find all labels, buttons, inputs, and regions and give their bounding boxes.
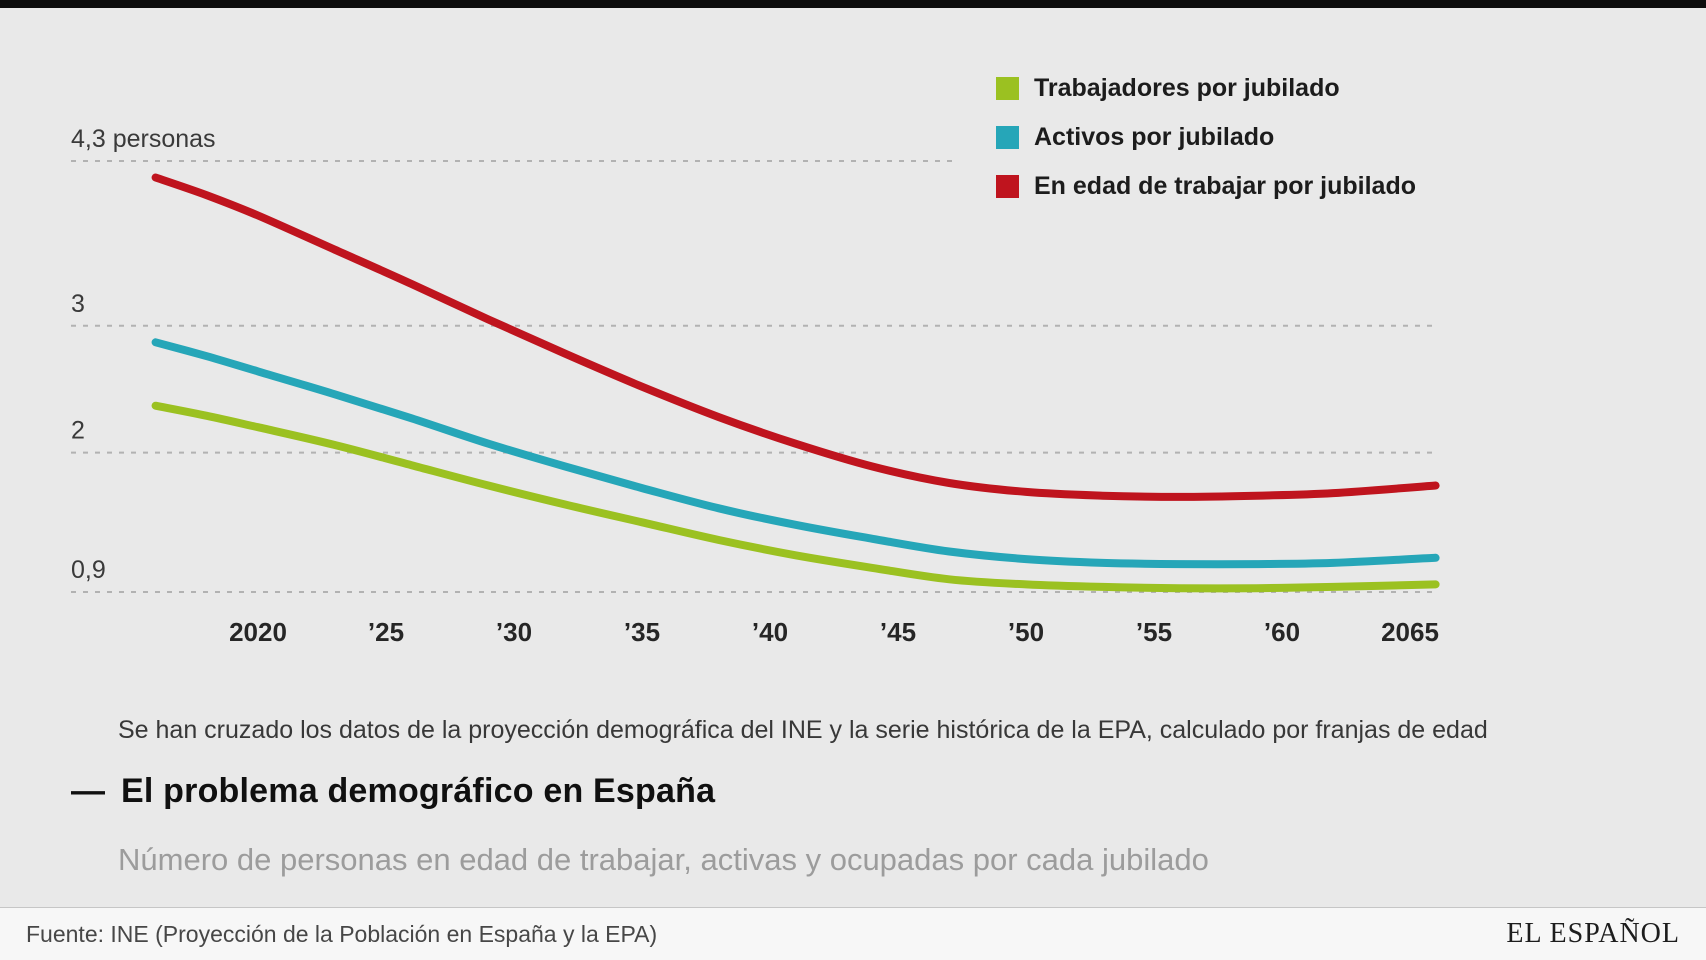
- y-axis-label: 4,3 personas: [71, 125, 216, 153]
- x-axis-label: 2065: [1381, 617, 1439, 647]
- x-axis-label: ’45: [880, 617, 916, 647]
- legend-label: Activos por jubilado: [1034, 123, 1275, 151]
- footer-bar: Fuente: INE (Proyección de la Población …: [0, 907, 1706, 960]
- y-axis-label: 0,9: [71, 556, 106, 584]
- brand-logo: EL ESPAÑOL: [1506, 918, 1680, 949]
- chart-legend: Trabajadores por jubilado Activos por jub…: [996, 76, 1416, 223]
- top-accent-bar: [0, 0, 1706, 8]
- legend-swatch-red: [996, 175, 1019, 198]
- legend-item: Trabajadores por jubilado: [996, 76, 1416, 101]
- x-axis-label: ’50: [1008, 617, 1044, 647]
- x-axis-label: ’30: [496, 617, 532, 647]
- legend-item: Activos por jubilado: [996, 125, 1416, 150]
- legend-swatch-teal: [996, 126, 1019, 149]
- legend-swatch-green: [996, 77, 1019, 100]
- title-dash: —: [71, 772, 105, 810]
- chart-note: Se han cruzado los datos de la proyecció…: [118, 716, 1488, 744]
- x-axis-label: ’35: [624, 617, 660, 647]
- legend-label: En edad de trabajar por jubilado: [1034, 172, 1417, 200]
- y-axis-label: 2: [71, 417, 85, 445]
- series-line-red: [151, 173, 1440, 501]
- legend-item: En edad de trabajar por jubilado: [996, 174, 1416, 199]
- chart-title: El problema demográfico en España: [121, 772, 716, 810]
- x-axis-label: 2020: [229, 617, 287, 647]
- chart-title-row: — El problema demográfico en España: [71, 772, 715, 811]
- y-axis-label: 3: [71, 290, 85, 318]
- x-axis-label: ’60: [1264, 617, 1300, 647]
- x-axis-label: ’25: [368, 617, 404, 647]
- series-line-teal: [151, 338, 1440, 569]
- source-text: Fuente: INE (Proyección de la Población …: [26, 920, 658, 947]
- series-line-green: [151, 401, 1440, 593]
- x-axis-label: ’55: [1136, 617, 1172, 647]
- chart-subtitle: Número de personas en edad de trabajar, …: [118, 842, 1209, 877]
- x-axis-label: ’40: [752, 617, 788, 647]
- legend-label: Trabajadores por jubilado: [1034, 74, 1340, 102]
